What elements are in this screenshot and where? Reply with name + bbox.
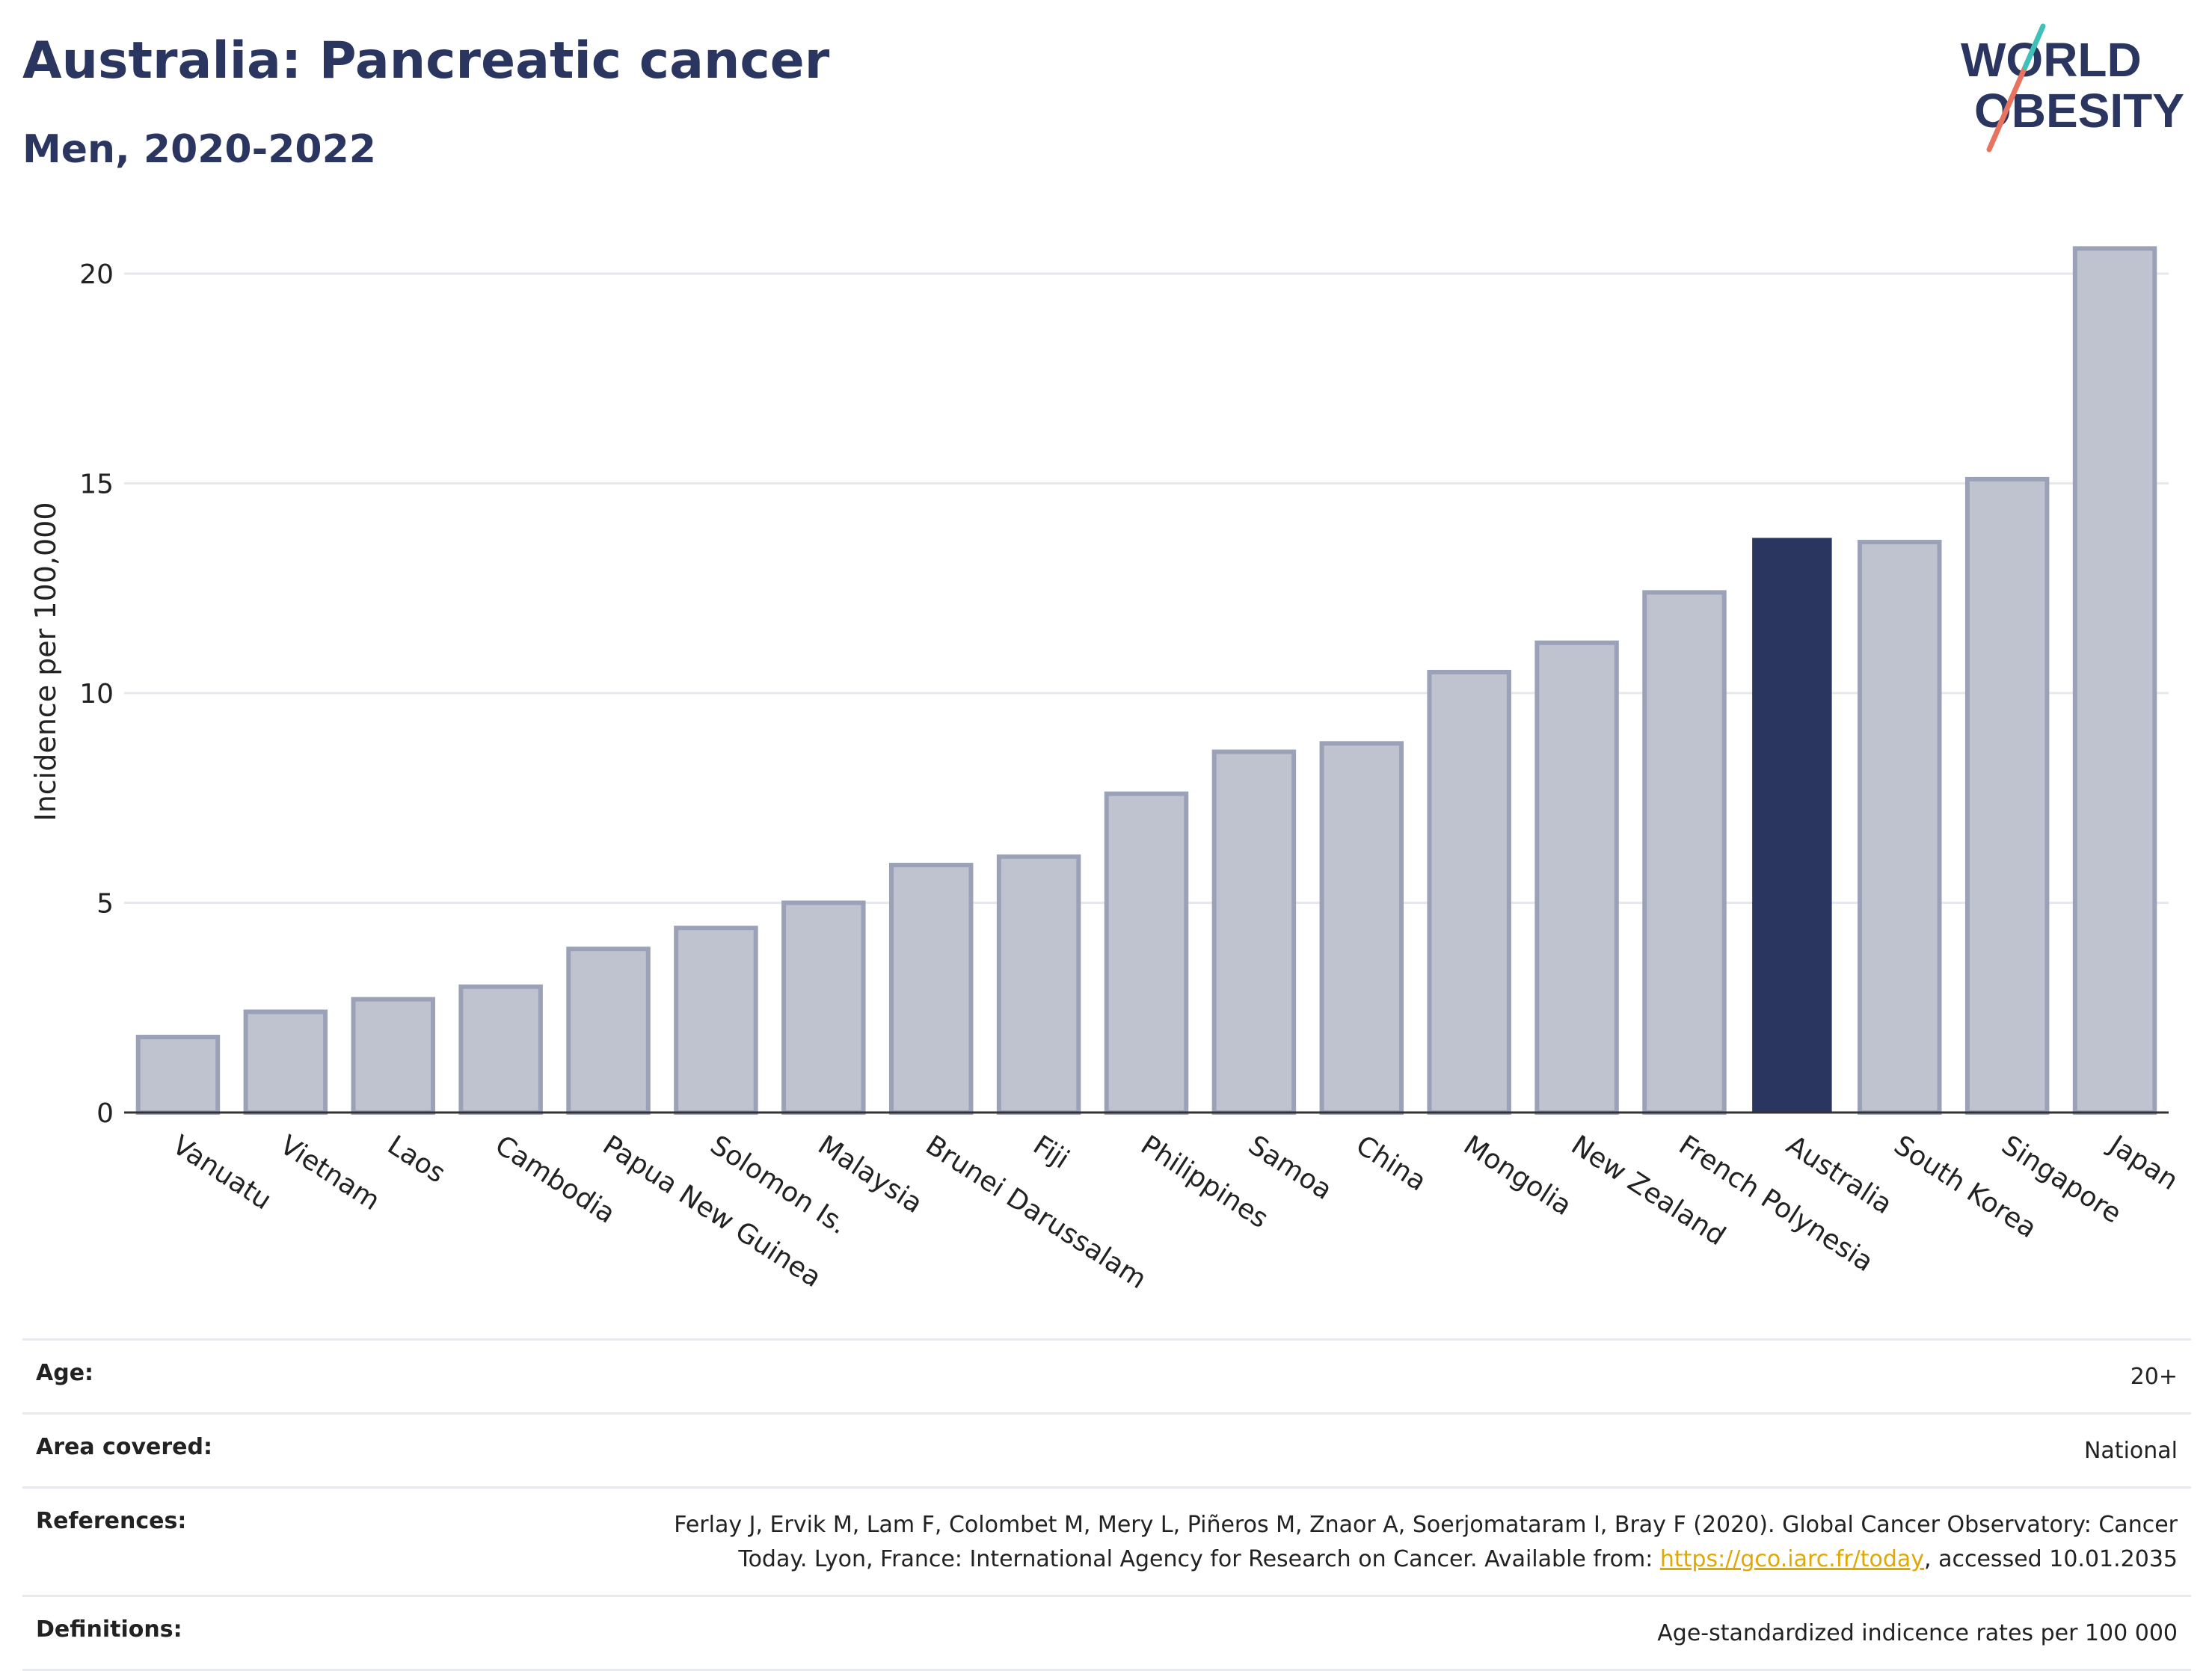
references-label: References: [36, 1508, 187, 1534]
bar-cambodia [458, 984, 543, 1115]
logo-line1: WORLD [1961, 33, 2142, 87]
x-tick-label: Vietnam [274, 1130, 385, 1216]
references-line2-post: , accessed 10.01.2035 [1924, 1546, 2178, 1572]
definitions-value: Age-standardized indicence rates per 100… [1657, 1620, 2178, 1646]
bar-china [1319, 741, 1404, 1115]
footer-row-references: References: Ferlay J, Ervik M, Lam F, Co… [22, 1486, 2191, 1595]
area-label: Area covered: [36, 1434, 212, 1460]
y-axis-label: Incidence per 100,000 [29, 502, 62, 821]
area-value: National [2083, 1438, 2178, 1464]
definitions-label: Definitions: [36, 1616, 182, 1643]
bar-mongolia [1427, 669, 1511, 1115]
bar-fiji [996, 854, 1081, 1115]
x-tick-label: Samoa [1243, 1130, 1337, 1206]
logo-slash-red [1986, 64, 2028, 153]
x-tick-label: Mongolia [1458, 1130, 1577, 1222]
references-line2-pre: Today. Lyon, France: International Agenc… [738, 1546, 1660, 1572]
bar-vanuatu [135, 1035, 221, 1115]
bar-brunei-darussalam [888, 863, 974, 1115]
chart-subtitle: Men, 2020-2022 [22, 127, 376, 172]
bar-malaysia [781, 900, 866, 1115]
x-tick-label: Japan [2102, 1129, 2183, 1196]
y-tick-label: 15 [79, 470, 114, 500]
bar-french-polynesia [1642, 590, 1727, 1115]
bar-australia [1752, 538, 1832, 1113]
bar-singapore [1964, 476, 2050, 1115]
age-value: 20+ [2130, 1364, 2178, 1390]
logo-slash-teal [2022, 23, 2046, 70]
footer-row-definitions: Definitions: Age-standardized indicence … [22, 1595, 2191, 1671]
references-link[interactable]: https://gco.iarc.fr/today [1659, 1546, 1925, 1572]
bar-south-korea [1858, 540, 1942, 1115]
footer-row-area: Area covered: National [22, 1412, 2191, 1486]
bar-papua-new-guinea [566, 947, 651, 1115]
y-tick-label: 0 [96, 1098, 114, 1129]
chart-title: Australia: Pancreatic cancer [22, 31, 830, 90]
age-label: Age: [36, 1360, 94, 1386]
footer-row-age: Age: 20+ [22, 1338, 2191, 1412]
bar-vietnam [243, 1009, 328, 1115]
x-tick-label: Fiji [1027, 1130, 1075, 1175]
y-tick-label: 10 [79, 679, 114, 710]
x-tick-label: China [1351, 1130, 1432, 1197]
references-value: Ferlay J, Ervik M, Lam F, Colombet M, Me… [674, 1508, 2178, 1577]
x-tick-label: French Polynesia [1674, 1130, 1878, 1278]
y-tick-label: 20 [79, 259, 114, 290]
x-tick-label: Cambodia [490, 1130, 621, 1230]
world-obesity-logo: WORLD OBESITY [1961, 23, 2184, 153]
references-line1: Ferlay J, Ervik M, Lam F, Colombet M, Me… [674, 1512, 2178, 1538]
bar-laos [351, 997, 435, 1115]
y-tick-label: 5 [96, 889, 114, 920]
x-tick-label: Laos [382, 1130, 451, 1190]
logo-line2: OBESITY [1974, 84, 2184, 138]
bar-japan [2072, 246, 2157, 1115]
metadata-table: Age: 20+ Area covered: National Referenc… [22, 1338, 2191, 1671]
bars [135, 246, 2157, 1115]
bar-new-zealand [1534, 640, 1619, 1115]
bar-samoa [1211, 749, 1297, 1115]
bar-solomon-is [674, 926, 758, 1115]
x-tick-label: Vanuatu [167, 1130, 277, 1216]
bar-philippines [1104, 791, 1189, 1115]
